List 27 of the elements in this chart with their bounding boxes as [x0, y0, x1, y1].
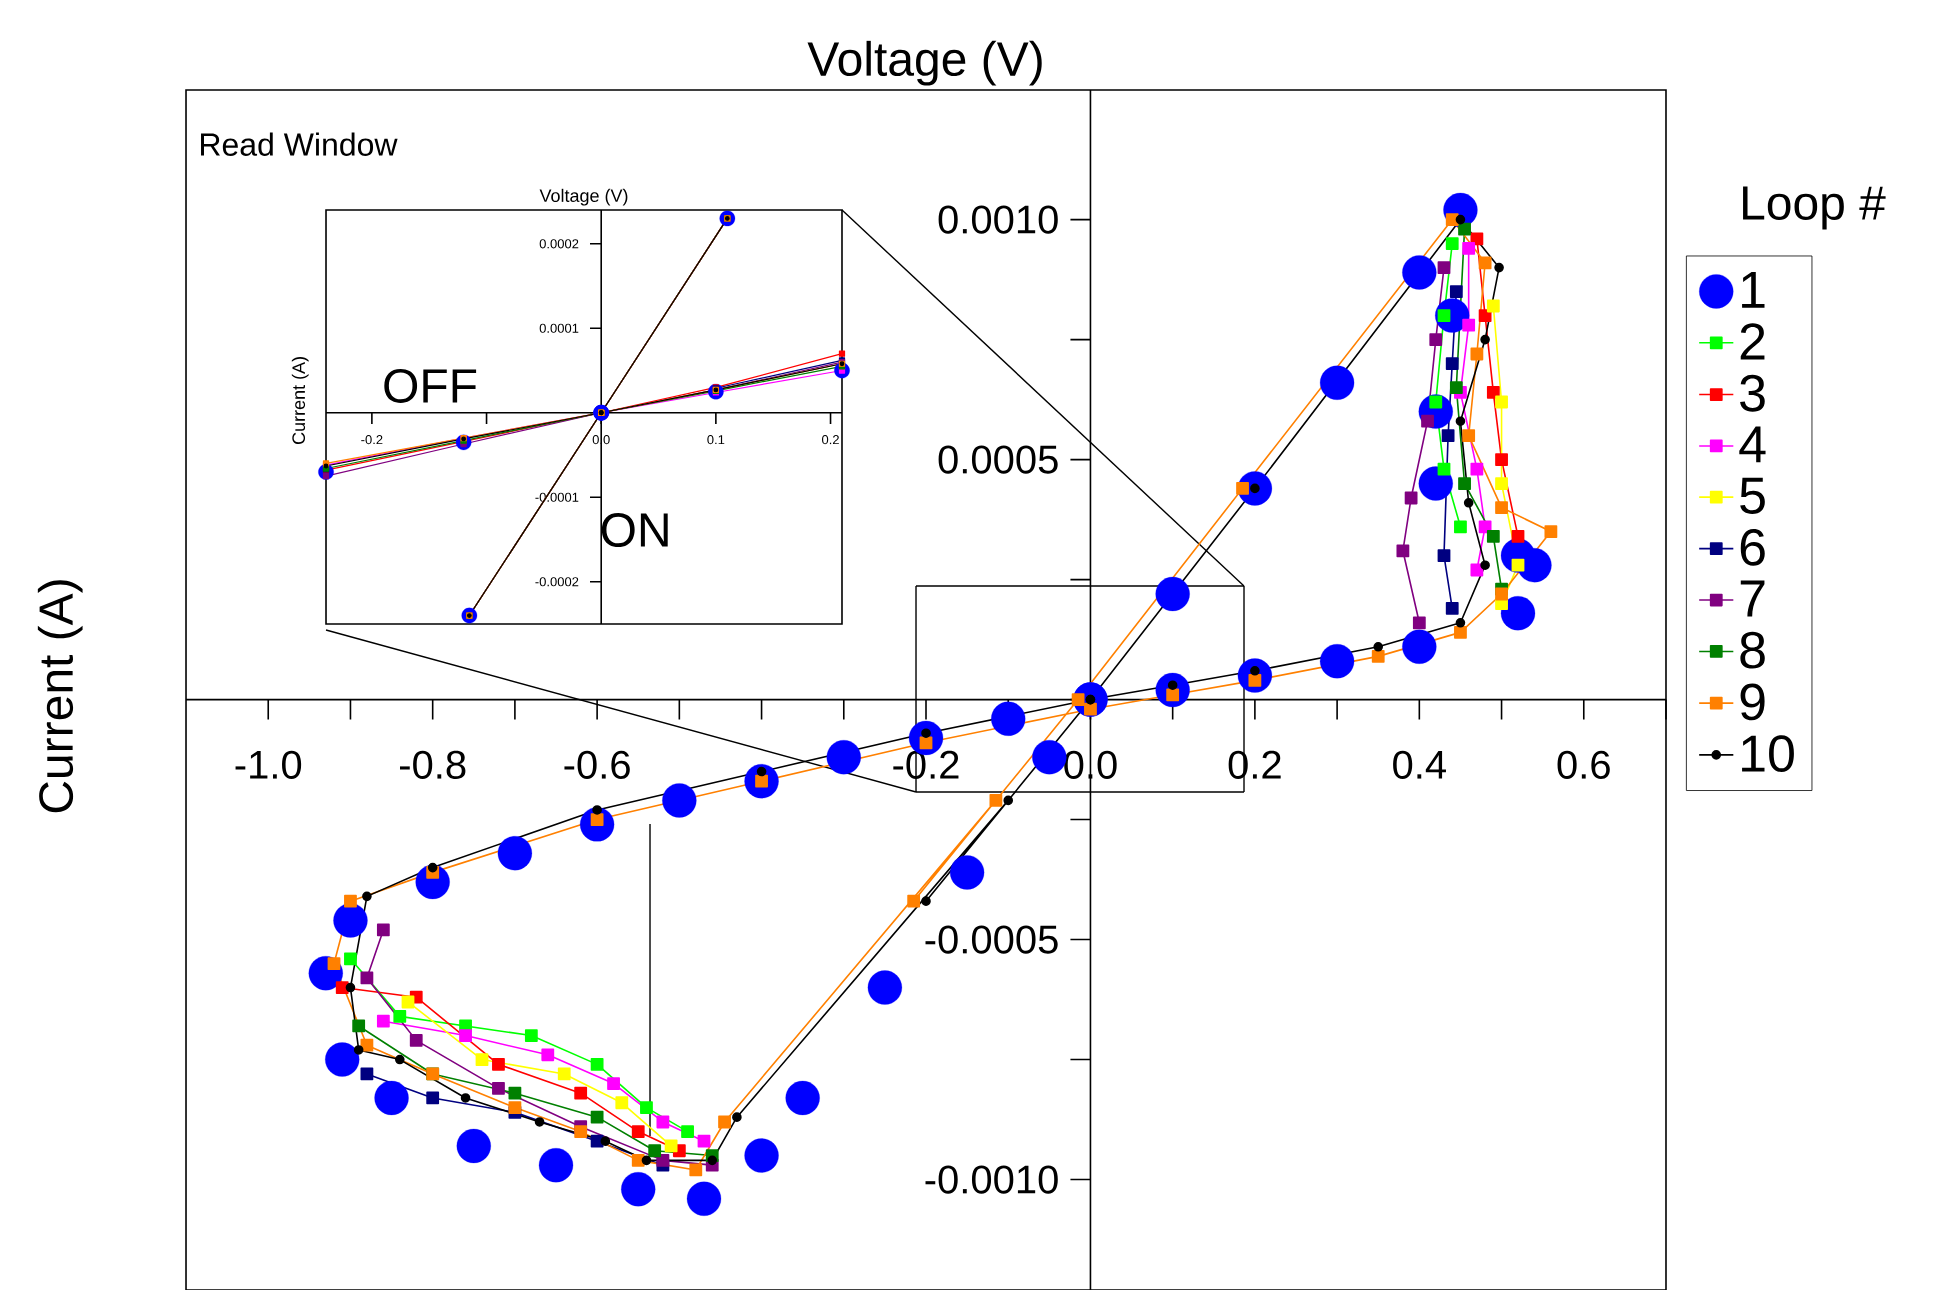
annotation: ON	[601, 513, 668, 547]
y-tick-label: 0.0005	[938, 445, 1058, 474]
legend-label: 6	[1740, 528, 1765, 566]
legend-label: 1	[1742, 271, 1765, 308]
legend-label: 5	[1740, 477, 1765, 515]
legend-label: 4	[1739, 426, 1766, 463]
y-tick-label: -0.0005	[925, 925, 1058, 954]
legend-label: 10	[1742, 735, 1794, 773]
x-tick-label: 0.4	[1393, 750, 1446, 779]
annotation: Read Window	[201, 132, 398, 156]
x-tick-label: -1.0	[235, 750, 302, 779]
legend-label: 9	[1740, 683, 1765, 721]
legend-label: 2	[1740, 323, 1765, 360]
x-tick-label: 0.6	[1557, 750, 1610, 779]
y-tick-label: 0.0010	[938, 205, 1058, 234]
annotation: OFF	[384, 368, 477, 403]
x-tick-label: -0.6	[564, 750, 630, 779]
legend-label: 7	[1740, 580, 1765, 617]
y-axis-title: Current (A)	[37, 580, 83, 813]
legend-label: 8	[1740, 631, 1765, 669]
x-axis-title: Voltage (V)	[539, 188, 628, 206]
y-tick-label: -0.0010	[925, 1165, 1058, 1194]
x-axis-title: Voltage (V)	[807, 40, 1042, 86]
legend-title: Loop #	[1743, 186, 1886, 230]
legend-label: 3	[1740, 374, 1765, 412]
y-axis-title: Current (A)	[291, 357, 309, 445]
x-tick-label: -0.8	[400, 750, 466, 779]
